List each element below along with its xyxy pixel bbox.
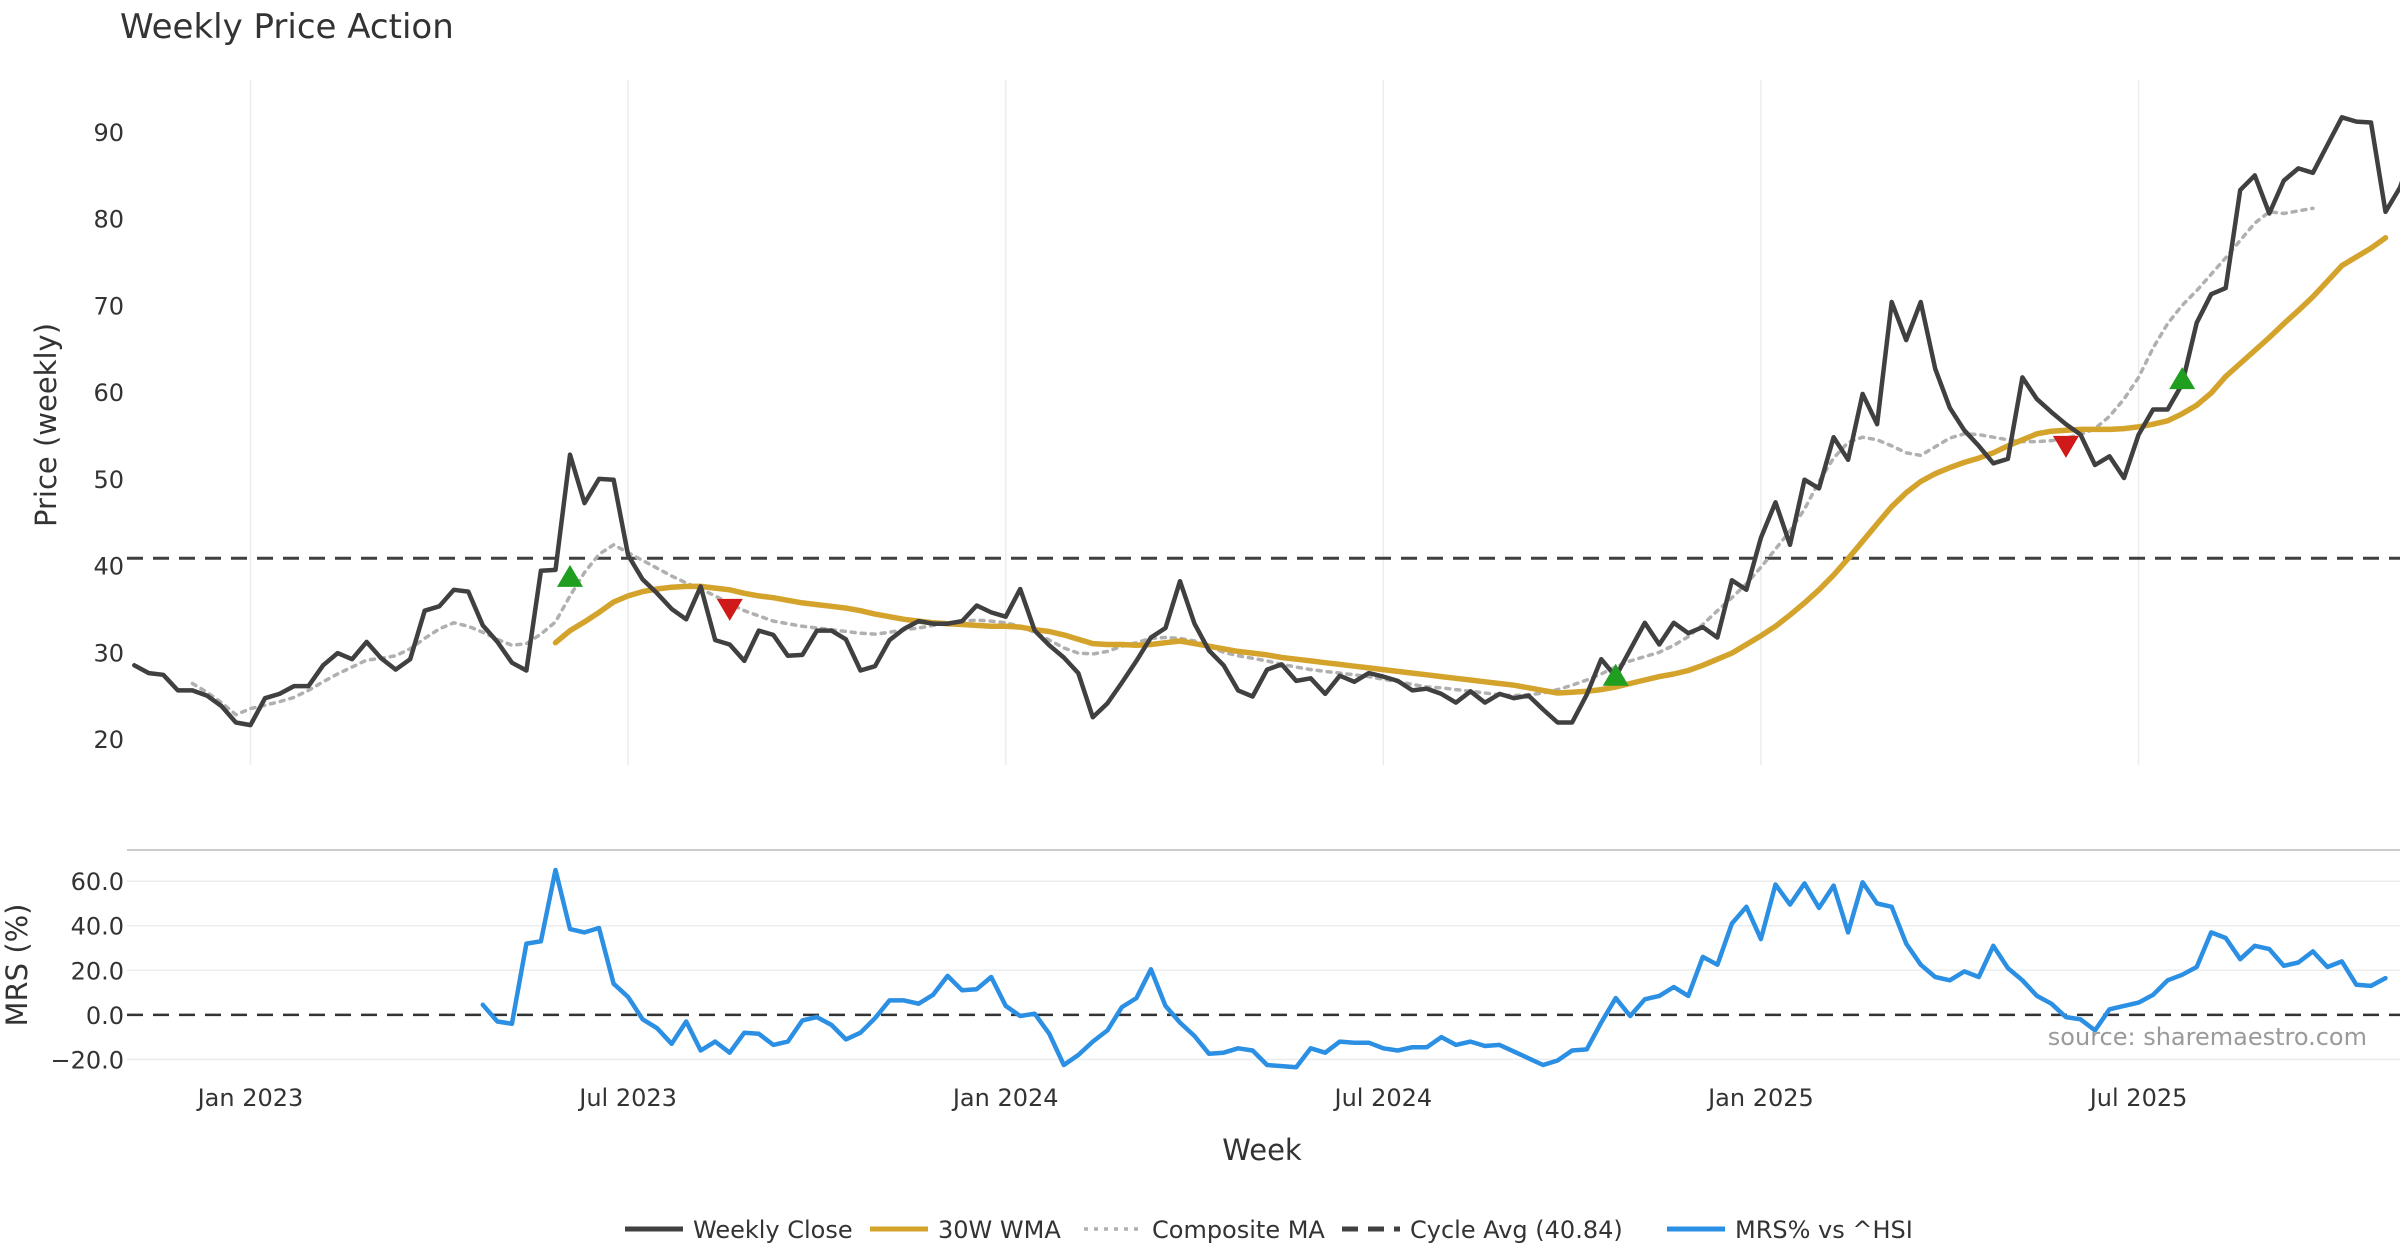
sell-signal-marker — [716, 598, 743, 621]
mrs-line — [480, 867, 2388, 1070]
mrs-y-tick-label: 0.0 — [86, 1002, 124, 1030]
x-tick-label: Jul 2025 — [2088, 1084, 2188, 1112]
x-tick-label: Jan 2023 — [196, 1084, 304, 1112]
axis-layer: 20 30 40 50 60 70 80 90 60.0 40.0 20.0 0.0 −20.0 Jan … — [50, 119, 2187, 1112]
x-tick-label: Jan 2024 — [951, 1084, 1059, 1112]
wma-30w-line — [552, 235, 2389, 696]
price-y-tick-label: 70 — [93, 292, 124, 320]
mrs-y-tick-label: 60.0 — [71, 868, 124, 896]
legend-label: 30W WMA — [938, 1216, 1061, 1244]
price-y-tick-label: 30 — [93, 639, 124, 667]
legend: Weekly Close 30W WMA Composite MA Cycle Avg… — [625, 1216, 1913, 1244]
legend-label: Cycle Avg (40.84) — [1410, 1216, 1623, 1244]
legend-label: MRS% vs ^HSI — [1735, 1216, 1913, 1244]
mrs-y-tick-label: −20.0 — [50, 1046, 124, 1074]
buy-signal-marker — [556, 564, 583, 587]
mrs-y-tick-label: 40.0 — [71, 913, 124, 941]
sell-signal-marker — [2052, 435, 2079, 458]
buy-signal-marker — [2169, 367, 2196, 390]
mrs-y-tick-label: 20.0 — [71, 957, 124, 985]
price-y-tick-label: 50 — [93, 466, 124, 494]
price-y-tick-label: 90 — [93, 119, 124, 147]
legend-label: Composite MA — [1152, 1216, 1325, 1244]
grid-layer — [127, 80, 2400, 1061]
composite-ma-line — [190, 206, 2315, 717]
price-panel — [127, 115, 2400, 728]
price-y-tick-label: 80 — [93, 206, 124, 234]
x-tick-label: Jul 2024 — [1332, 1084, 1432, 1112]
mrs-y-axis-title: MRS (%) — [0, 904, 34, 1027]
source-note: source: sharemaestro.com — [2048, 1023, 2367, 1051]
price-y-axis-title: Price (weekly) — [29, 323, 63, 527]
x-axis-title: Week — [1222, 1133, 1302, 1167]
price-y-tick-label: 60 — [93, 379, 124, 407]
mrs-panel — [127, 867, 2400, 1070]
weekly-close-line — [132, 115, 2400, 728]
price-y-tick-label: 40 — [93, 553, 124, 581]
legend-label: Weekly Close — [693, 1216, 853, 1244]
chart-title: Weekly Price Action — [120, 7, 454, 47]
buy-signal-marker — [1602, 663, 1629, 686]
x-tick-label: Jul 2023 — [577, 1084, 677, 1112]
x-tick-label: Jan 2025 — [1706, 1084, 1814, 1112]
price-y-tick-label: 20 — [93, 726, 124, 754]
